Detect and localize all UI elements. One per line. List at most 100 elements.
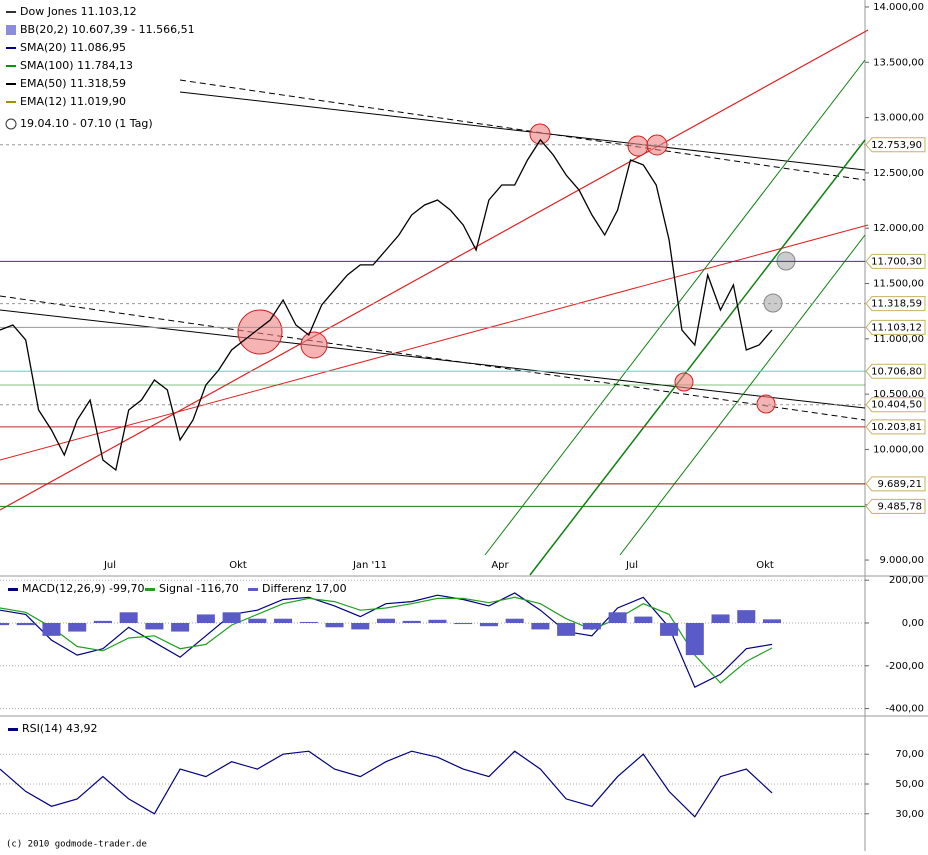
level-label: 9.485,78 [877,501,922,512]
legend-label: BB(20,2) 10.607,39 - 11.566,51 [20,23,195,36]
period-label: 19.04.10 - 07.10 (1 Tag) [20,117,153,130]
y-tick-label: 50,00 [895,779,924,790]
histogram-bar [531,623,550,630]
histogram-bar [68,623,87,632]
histogram-bar [660,623,679,636]
y-tick-label: 12.000,00 [873,223,924,234]
histogram-bar [402,620,421,623]
level-box [865,476,926,492]
legend-label: EMA(12) 11.019,90 [20,95,126,108]
legend-label: Signal -116,70 [159,582,239,595]
level-label: 10.706,80 [871,366,922,377]
x-tick-label: Jul [625,560,638,571]
x-tick-label: Okt [756,560,774,571]
y-tick-label: 10.000,00 [873,444,924,455]
trend-line [179,79,866,181]
histogram-bar [222,612,241,623]
histogram-bar [428,619,447,623]
histogram-bar [557,623,576,636]
legend-swatch [8,728,18,731]
footer: (c) 2010 godmode-trader.de [6,840,147,850]
histogram-bar [171,623,190,632]
y-tick-label: 9.000,00 [879,555,924,566]
indicator-line [0,750,773,818]
level-label: 12.753,90 [871,140,922,151]
level-label: 10.404,50 [871,400,922,411]
level-label: 11.103,12 [871,322,922,333]
y-tick-label: 11.000,00 [873,334,924,345]
level-box [865,296,926,312]
histogram-bar [16,623,35,626]
indicator-line [0,592,773,689]
marker [674,372,694,392]
level-label: 10.203,81 [871,422,922,433]
histogram-bar [685,623,704,656]
price-line [0,138,773,472]
y-tick-label: 12.500,00 [873,168,924,179]
y-tick-label: -200,00 [885,661,924,672]
histogram-bar [479,623,498,627]
trend-line [0,295,866,421]
legend-label: SMA(100) 11.784,13 [20,59,133,72]
level-box [865,498,926,514]
level-box [865,319,926,335]
marker [627,135,649,157]
histogram-bar [582,623,601,630]
histogram-bar [93,620,112,623]
level-box [865,253,926,269]
legend-swatch [8,588,18,591]
x-tick-label: Jan '11 [352,560,387,571]
y-tick-label: 70,00 [895,749,924,760]
level-box [865,419,926,435]
y-tick-label: -400,00 [885,704,924,715]
legend-swatch [248,588,258,591]
x-tick-label: Jul [103,560,116,571]
y-tick-label: 11.500,00 [873,279,924,290]
y-tick-label: 10.500,00 [873,389,924,400]
histogram-bar [42,623,61,636]
histogram-bar [196,614,215,623]
legend-swatch [6,65,16,67]
marker [237,309,283,355]
histogram-bar [376,618,396,623]
histogram-bar [299,621,318,623]
legend-label: EMA(50) 11.318,59 [20,77,126,90]
legend-swatch [145,588,155,591]
trend-line [179,91,866,171]
histogram-bar [634,616,653,623]
histogram-bar [608,612,627,623]
legend-label: Dow Jones 11.103,12 [20,5,137,18]
y-tick-label: 14.000,00 [873,2,924,13]
trend-line [484,59,866,556]
legend-label: SMA(20) 11.086,95 [20,41,126,54]
trend-line [0,309,866,409]
marker [756,394,776,414]
legend-swatch [6,47,16,49]
legend-swatch [6,83,16,85]
legend-label: Differenz 17,00 [262,582,347,595]
y-tick-label: 13.000,00 [873,113,924,124]
trend-line [619,234,866,556]
level-box [865,363,926,379]
legend-swatch [6,101,16,103]
trend-line [0,29,869,511]
trend-line [0,224,869,461]
level-label: 11.318,59 [871,299,922,310]
indicator-line [0,596,773,684]
level-label: 11.700,30 [871,256,922,267]
histogram-bar [737,610,756,623]
trend-line [529,139,866,576]
level-label: 9.689,21 [877,479,922,490]
histogram-bar [351,623,370,630]
marker [763,293,783,313]
histogram-bar [274,618,293,623]
y-tick-label: 0,00 [902,618,924,629]
histogram-bar [325,623,344,628]
y-tick-label: 200,00 [889,575,924,586]
legend-label: RSI(14) 43,92 [22,722,97,735]
level-box [865,397,926,413]
histogram-bar [505,618,524,623]
histogram-bar [454,623,473,625]
